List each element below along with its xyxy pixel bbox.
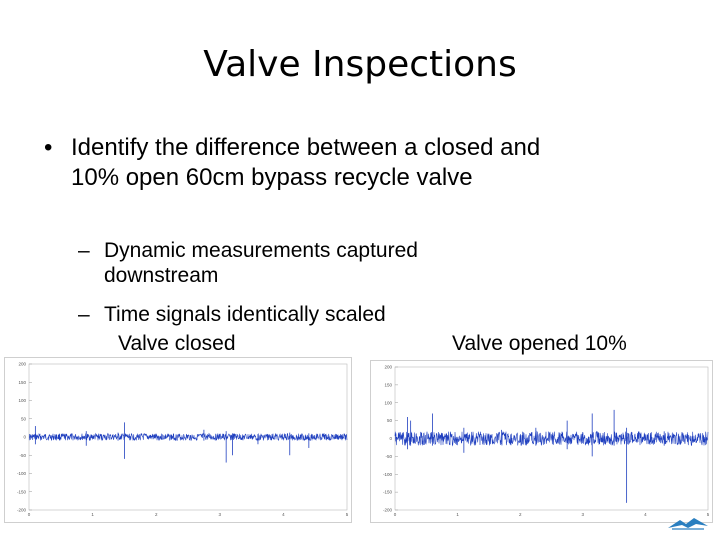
caption-valve-opened: Valve opened 10% — [452, 332, 627, 355]
x-tick-label: 5 — [346, 512, 349, 517]
x-tick-label: 2 — [155, 512, 158, 517]
caption-valve-closed: Valve closed — [118, 332, 236, 355]
y-tick-label: 200 — [18, 362, 26, 367]
y-tick-label: -50 — [19, 453, 26, 458]
bullet-marker: • — [44, 134, 53, 161]
x-tick-label: 1 — [456, 512, 459, 517]
signal-trace — [394, 430, 709, 447]
x-tick-label: 3 — [219, 512, 222, 517]
x-tick-label: 5 — [707, 512, 710, 517]
y-tick-label: -100 — [17, 471, 27, 476]
x-tick-label: 4 — [282, 512, 285, 517]
x-tick-label: 3 — [582, 512, 585, 517]
y-tick-label: -100 — [383, 472, 393, 477]
y-tick-label: 50 — [387, 418, 393, 423]
x-tick-label: 2 — [519, 512, 522, 517]
x-tick-label: 1 — [91, 512, 94, 517]
y-tick-label: -200 — [383, 508, 393, 513]
sub-bullet-text: Time signals identically scaled — [104, 303, 386, 326]
y-tick-label: 0 — [389, 436, 392, 441]
y-tick-label: -50 — [385, 454, 392, 459]
sub-bullet-text: Dynamic measurements captured downstream — [104, 239, 418, 287]
y-tick-label: 200 — [384, 365, 392, 370]
time-signal-plot-closed: 200 150 100 50 0 -50 -100 -150 -200 0 1 2 3 4 5 — [4, 357, 352, 523]
sub-bullet-marker: – — [78, 303, 90, 326]
winged-logo-icon — [666, 516, 710, 532]
signal-trace — [28, 432, 348, 442]
y-tick-label: -200 — [17, 508, 27, 513]
bullet-text: Identify the difference between a closed… — [71, 134, 541, 191]
slide-title: Valve Inspections — [203, 44, 517, 85]
y-tick-label: 150 — [384, 382, 392, 387]
y-tick-label: 50 — [21, 416, 27, 421]
y-tick-label: 100 — [384, 400, 392, 405]
x-tick-label: 4 — [644, 512, 647, 517]
y-tick-label: 0 — [23, 435, 26, 440]
sub-bullet-marker: – — [78, 239, 90, 262]
x-tick-label: 0 — [28, 512, 31, 517]
y-tick-label: 150 — [18, 380, 26, 385]
y-tick-label: -150 — [17, 489, 27, 494]
y-tick-label: -150 — [383, 490, 393, 495]
y-tick-label: 100 — [18, 398, 26, 403]
time-signal-plot-opened: 200 150 100 50 0 -50 -100 -150 -200 0 1 2 3 4 5 — [370, 360, 713, 523]
x-tick-label: 0 — [394, 512, 397, 517]
